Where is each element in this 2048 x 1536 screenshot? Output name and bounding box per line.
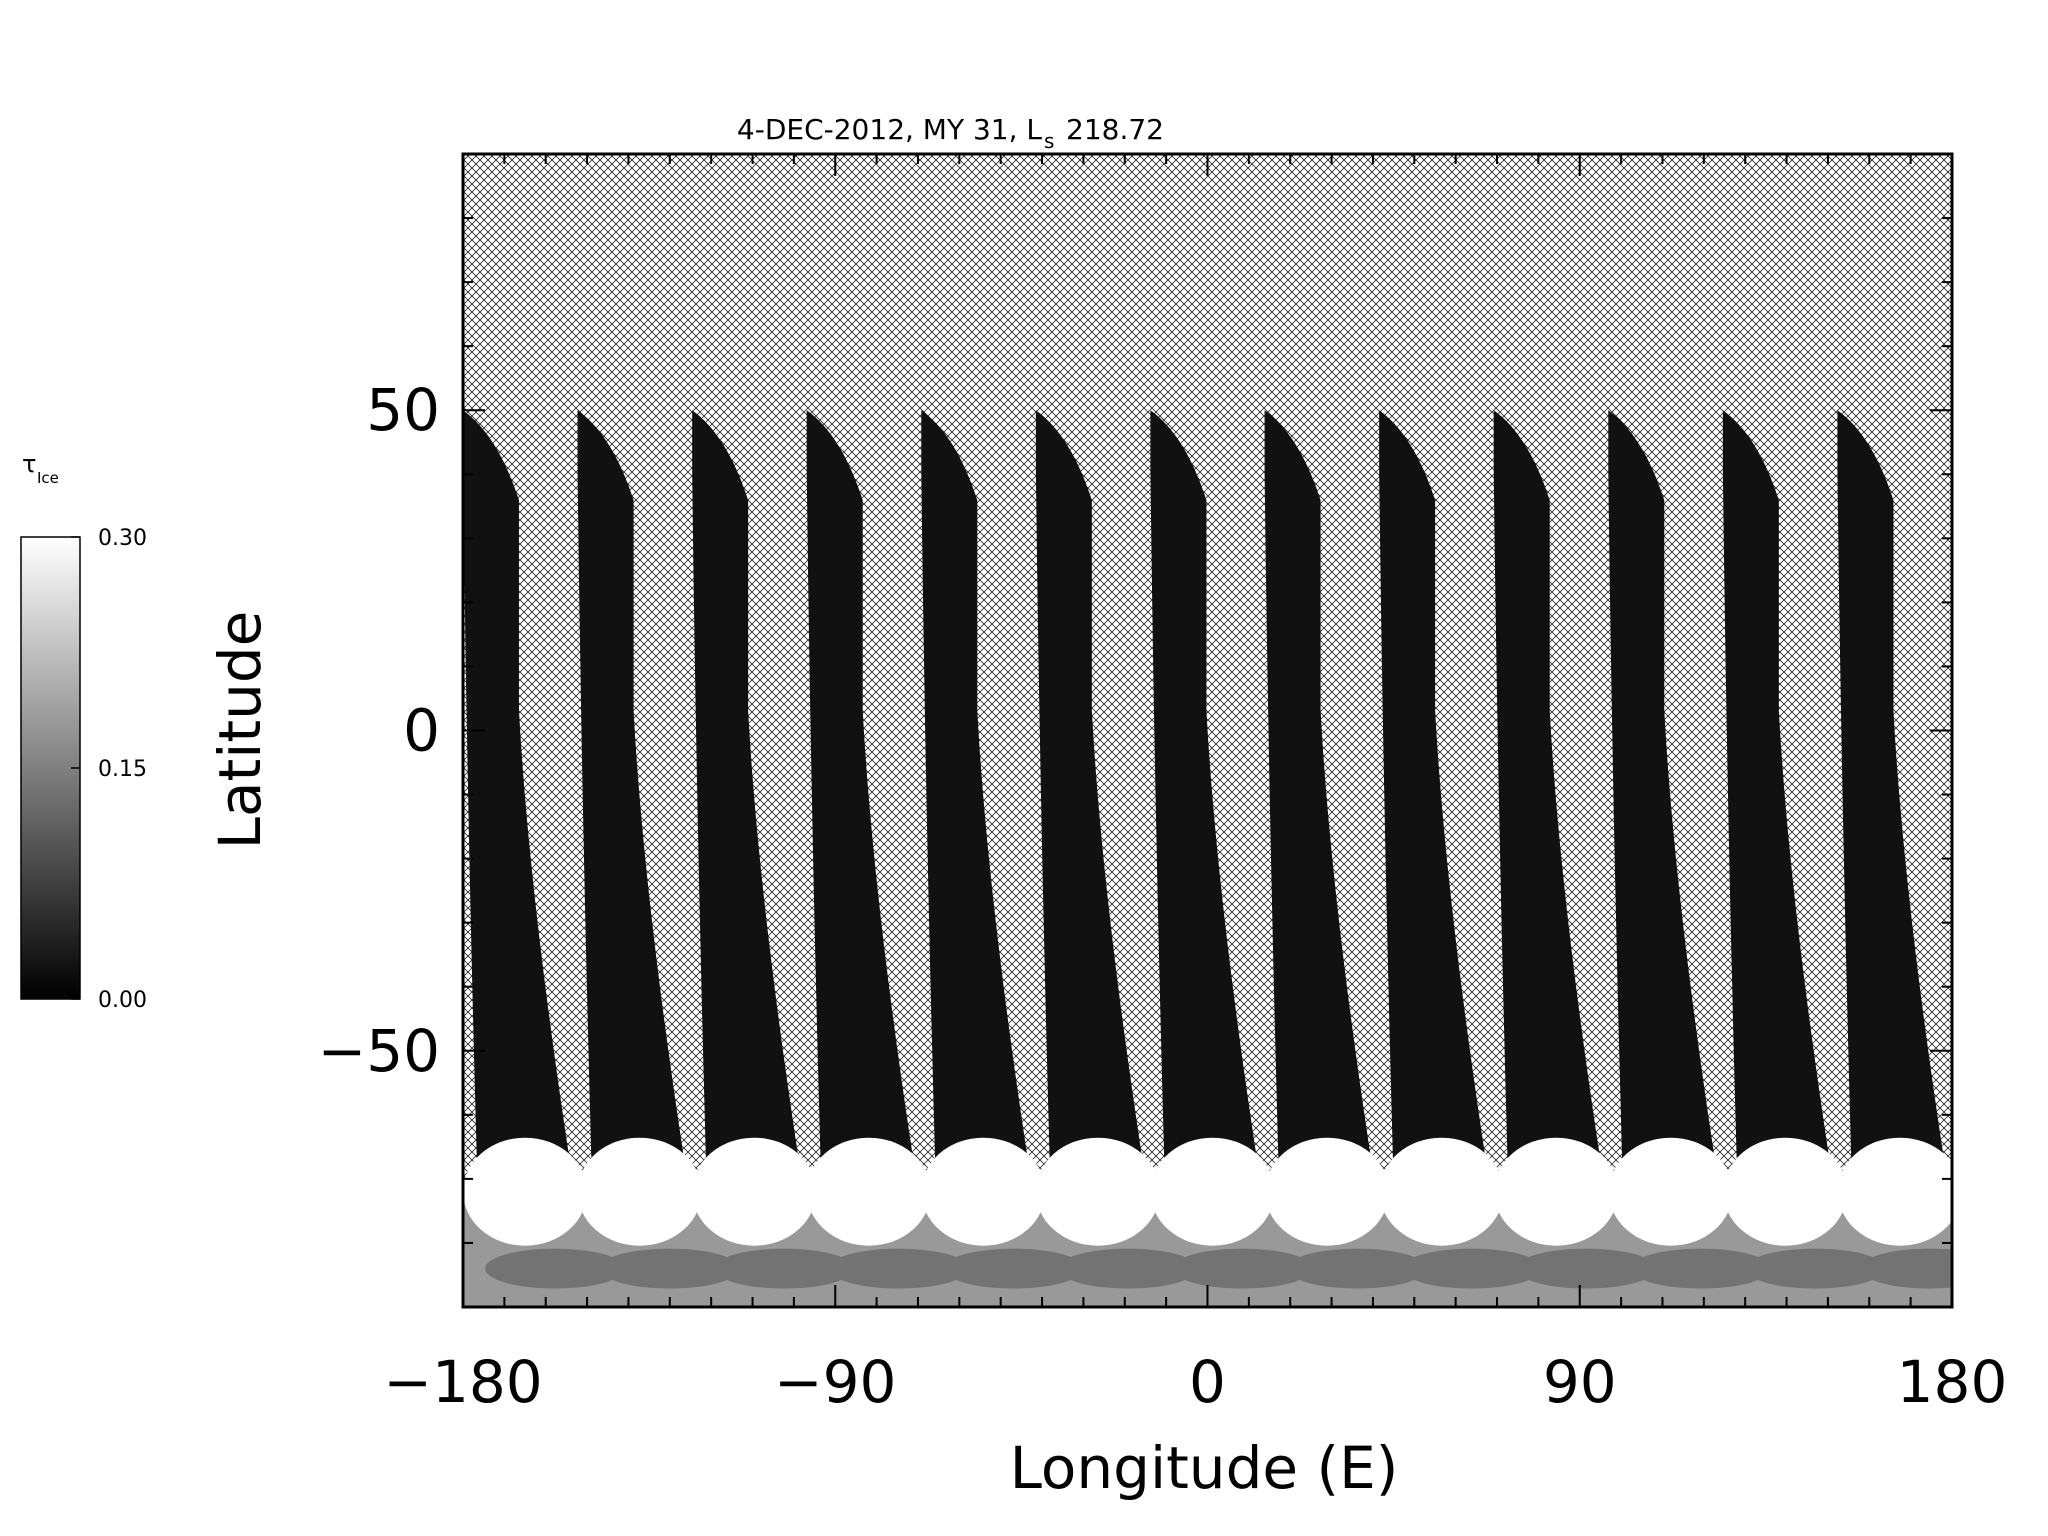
x-tick-label: −180 [383, 1348, 542, 1416]
orbit-swath [1722, 410, 1833, 1182]
colorbar-ticks: 0.00 0.15 0.30 [71, 526, 147, 1013]
south-cap-streak [1057, 1248, 1198, 1289]
south-cap-blob [1379, 1137, 1504, 1246]
south-cap-layer [463, 1137, 1952, 1307]
orbit-swath [1150, 410, 1261, 1182]
x-tick-label: 180 [1897, 1348, 2008, 1416]
south-cap-streak [1745, 1248, 1886, 1289]
orbit-swath [1493, 410, 1604, 1182]
colorbar-tick-label: 0.15 [98, 757, 147, 782]
plot-area [463, 154, 1952, 1307]
south-cap-streak [1172, 1248, 1313, 1289]
colorbar-gradient [20, 536, 81, 1000]
south-cap-streak [599, 1248, 740, 1289]
south-cap-streak [1287, 1248, 1428, 1289]
orbit-swath [1379, 410, 1490, 1182]
south-cap-blob [1608, 1137, 1733, 1246]
south-cap-blob [1265, 1137, 1390, 1246]
x-tick-label: 0 [1189, 1348, 1226, 1416]
south-cap-blob [577, 1137, 702, 1246]
chart-title: 4-DEC-2012, MY 31, L [737, 113, 1042, 146]
colorbar-tick-label: 0.30 [98, 526, 147, 551]
south-cap-blob [1723, 1137, 1848, 1246]
colorbar-label-subscript: Ice [37, 469, 59, 487]
south-cap-blob [1837, 1137, 1952, 1246]
x-axis-label: Longitude (E) [1010, 1434, 1399, 1502]
south-cap-streak [485, 1248, 626, 1289]
south-cap-streak [714, 1248, 855, 1289]
south-cap-streak [943, 1248, 1084, 1289]
colorbar: τ Ice 0.00 0.15 0.30 [20, 450, 147, 1013]
colorbar-label: τ [22, 450, 36, 478]
orbit-swath [1608, 410, 1719, 1182]
orbit-swath [1837, 410, 1948, 1182]
y-tick-label: 0 [403, 697, 440, 765]
south-cap-blob [1150, 1137, 1275, 1246]
south-cap-streak [1516, 1248, 1657, 1289]
orbit-swath [921, 410, 1032, 1182]
y-tick-label: −50 [318, 1017, 440, 1085]
south-cap-streak [1859, 1248, 1952, 1289]
south-cap-blob [921, 1137, 1046, 1246]
orbit-swath [463, 410, 573, 1182]
y-tick-labels: −50 0 50 [318, 376, 440, 1085]
south-cap-blob [806, 1137, 931, 1246]
orbit-swath [692, 410, 803, 1182]
south-cap-streak [1401, 1248, 1542, 1289]
orbit-swath [806, 410, 917, 1182]
chart-title-subscript: s [1044, 129, 1054, 153]
chart-title-value: 218.72 [1066, 113, 1164, 146]
south-cap-blob [692, 1137, 817, 1246]
x-tick-label: −90 [774, 1348, 896, 1416]
y-tick-label: 50 [366, 376, 440, 444]
south-cap-streak [828, 1248, 969, 1289]
colorbar-tick-label: 0.00 [98, 988, 147, 1013]
south-cap-blob [463, 1137, 588, 1246]
south-cap-blob [1035, 1137, 1160, 1246]
orbit-swath [577, 410, 688, 1182]
south-cap-streak [1630, 1248, 1771, 1289]
orbit-swath [1035, 410, 1146, 1182]
south-cap-blob [1494, 1137, 1619, 1246]
x-tick-labels: −180 −90 0 90 180 [383, 1348, 2007, 1416]
x-tick-label: 90 [1543, 1348, 1617, 1416]
swaths-layer [463, 410, 1948, 1182]
y-axis-label: Latitude [206, 611, 274, 850]
axis-ticks [462, 153, 1953, 1308]
orbit-swath [1264, 410, 1375, 1182]
